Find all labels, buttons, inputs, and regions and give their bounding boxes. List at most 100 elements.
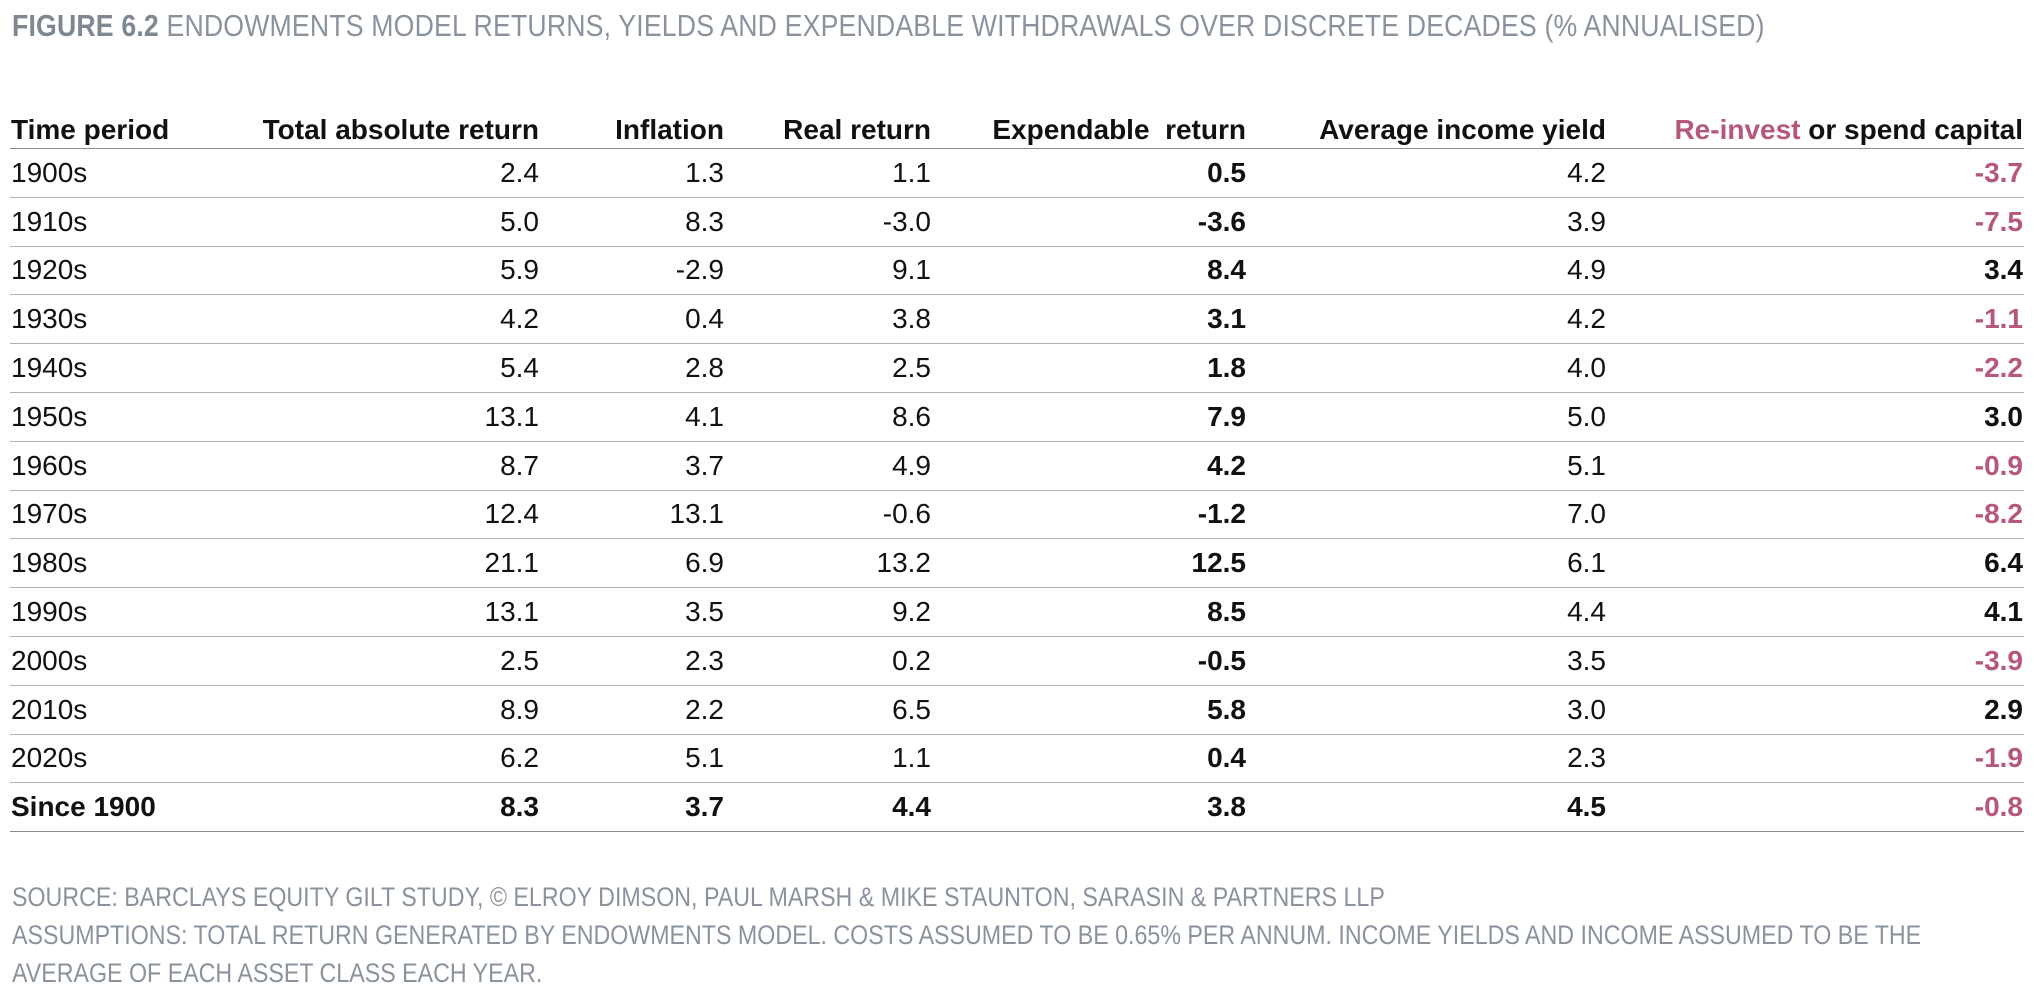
cell-real-return: 8.6 <box>725 392 932 442</box>
cell-average-income-yield: 3.5 <box>1247 636 1607 686</box>
cell-reinvest-or-spend: -3.7 <box>1607 148 2024 198</box>
cell-expendable-return: 8.4 <box>932 246 1247 296</box>
cell-total-absolute-return: 2.5 <box>165 636 540 686</box>
cell-expendable-return: -0.5 <box>932 636 1247 686</box>
cell-average-income-yield: 3.9 <box>1247 197 1607 247</box>
table-row: 2010s 8.9 2.2 6.5 5.8 3.0 2.9 <box>10 685 2024 735</box>
cell-average-income-yield: 5.1 <box>1247 441 1607 491</box>
cell-real-return: -0.6 <box>725 490 932 540</box>
header-average-income-yield: Average income yield <box>1247 104 1607 149</box>
total-row: Since 1900 8.3 3.7 4.4 3.8 4.5 -0.8 <box>10 782 2024 833</box>
cell-reinvest-or-spend: -0.8 <box>1607 782 2024 833</box>
cell-average-income-yield: 4.2 <box>1247 294 1607 345</box>
cell-average-income-yield: 6.1 <box>1247 538 1607 589</box>
cell-expendable-return: 3.1 <box>932 294 1247 345</box>
cell-average-income-yield: 2.3 <box>1247 734 1607 784</box>
cell-real-return: 1.1 <box>725 734 932 784</box>
cell-reinvest-or-spend: -8.2 <box>1607 490 2024 540</box>
header-real-return: Real return <box>725 104 932 149</box>
cell-time-period: 2000s <box>10 636 165 686</box>
cell-inflation: 2.3 <box>540 636 725 686</box>
cell-time-period: 1900s <box>10 148 165 198</box>
cell-total-absolute-return: 13.1 <box>165 587 540 637</box>
table-row: 1960s 8.7 3.7 4.9 4.2 5.1 -0.9 <box>10 441 2024 491</box>
cell-inflation: 2.8 <box>540 343 725 393</box>
cell-total-absolute-return: 5.0 <box>165 197 540 247</box>
cell-inflation: 3.7 <box>540 782 725 833</box>
header-time-period: Time period <box>10 104 169 149</box>
cell-expendable-return: 5.8 <box>932 685 1247 735</box>
cell-real-return: 6.5 <box>725 685 932 735</box>
cell-time-period: 2020s <box>10 734 165 784</box>
cell-reinvest-or-spend: -1.1 <box>1607 294 2024 345</box>
cell-reinvest-or-spend: 4.1 <box>1607 587 2024 637</box>
cell-reinvest-or-spend: 3.0 <box>1607 392 2024 442</box>
cell-average-income-yield: 4.0 <box>1247 343 1607 393</box>
table-row: 2000s 2.5 2.3 0.2 -0.5 3.5 -3.9 <box>10 636 2024 686</box>
cell-total-absolute-return: 6.2 <box>165 734 540 784</box>
table-body: 1900s 2.4 1.3 1.1 0.5 4.2 -3.7 1910s 5.0 8.3 -3.0-… <box>10 148 2024 833</box>
cell-average-income-yield: 3.0 <box>1247 685 1607 735</box>
cell-reinvest-or-spend: -7.5 <box>1607 197 2024 247</box>
assumptions-note-line-2: AVERAGE OF EACH ASSET CLASS EACH YEAR. <box>12 958 543 988</box>
cell-expendable-return: 3.8 <box>932 782 1247 833</box>
cell-reinvest-or-spend: 6.4 <box>1607 538 2024 589</box>
header-total-absolute-return: Total absolute return <box>165 104 540 149</box>
cell-average-income-yield: 5.0 <box>1247 392 1607 442</box>
cell-expendable-return: 0.5 <box>932 148 1247 198</box>
cell-real-return: 1.1 <box>725 148 932 198</box>
header-reinvest-accent: Re-invest <box>1674 114 1801 145</box>
cell-inflation: 3.7 <box>540 441 725 491</box>
cell-real-return: 13.2 <box>725 538 932 589</box>
figure-title: FIGURE 6.2 ENDOWMENTS MODEL RETURNS, YIE… <box>12 8 1765 44</box>
cell-real-return: 4.9 <box>725 441 932 491</box>
header-row: Time period Total absolute return Inflat… <box>10 104 2024 149</box>
cell-expendable-return: 12.5 <box>932 538 1247 589</box>
cell-real-return: 9.2 <box>725 587 932 637</box>
returns-table: Time period Total absolute return Inflat… <box>10 104 2024 833</box>
cell-time-period: 1910s <box>10 197 165 247</box>
table-row: 1940s 5.4 2.8 2.5 1.8 4.0 -2.2 <box>10 343 2024 393</box>
cell-expendable-return: 7.9 <box>932 392 1247 442</box>
cell-time-period: 2010s <box>10 685 165 735</box>
cell-inflation: 2.2 <box>540 685 725 735</box>
cell-time-period: 1930s <box>10 294 165 345</box>
cell-time-period: 1980s <box>10 538 165 589</box>
cell-real-return: 3.8 <box>725 294 932 345</box>
cell-average-income-yield: 4.2 <box>1247 148 1607 198</box>
header-expendable-return: Expendable return <box>932 104 1247 149</box>
cell-reinvest-or-spend: 2.9 <box>1607 685 2024 735</box>
cell-average-income-yield: 4.5 <box>1247 782 1607 833</box>
cell-total-absolute-return: 8.3 <box>165 782 540 833</box>
cell-time-period: 1950s <box>10 392 165 442</box>
table-row: 1970s 12.4 13.1 -0.6 -1.2 7.0 -8.2 <box>10 490 2024 540</box>
cell-time-period: 1920s <box>10 246 165 296</box>
cell-average-income-yield: 4.4 <box>1247 587 1607 637</box>
cell-inflation: 4.1 <box>540 392 725 442</box>
table-row: 1980s 21.1 6.9 13.2 12.5 6.1 6.4 <box>10 538 2024 589</box>
cell-time-period: Since 1900 <box>10 782 165 833</box>
cell-real-return: 2.5 <box>725 343 932 393</box>
table-row: 1930s 4.2 0.4 3.8 3.1 4.2 -1.1 <box>10 294 2024 345</box>
cell-total-absolute-return: 13.1 <box>165 392 540 442</box>
cell-reinvest-or-spend: -3.9 <box>1607 636 2024 686</box>
cell-time-period: 1960s <box>10 441 165 491</box>
cell-inflation: -2.9 <box>540 246 725 296</box>
table-row: 1990s 13.1 3.5 9.2 8.5 4.4 4.1 <box>10 587 2024 637</box>
cell-inflation: 13.1 <box>540 490 725 540</box>
cell-real-return: 4.4 <box>725 782 932 833</box>
cell-inflation: 0.4 <box>540 294 725 345</box>
cell-inflation: 1.3 <box>540 148 725 198</box>
cell-real-return: 9.1 <box>725 246 932 296</box>
cell-reinvest-or-spend: -0.9 <box>1607 441 2024 491</box>
notes: SOURCE: BARCLAYS EQUITY GILT STUDY, © EL… <box>12 878 1973 992</box>
cell-expendable-return: 4.2 <box>932 441 1247 491</box>
table-row: 1900s 2.4 1.3 1.1 0.5 4.2 -3.7 <box>10 148 2024 198</box>
header-reinvest-or-spend: Re-invest or spend capital <box>1607 104 2024 149</box>
cell-total-absolute-return: 5.9 <box>165 246 540 296</box>
cell-inflation: 8.3 <box>540 197 725 247</box>
assumptions-note-line-1: ASSUMPTIONS: TOTAL RETURN GENERATED BY E… <box>12 920 1922 950</box>
cell-average-income-yield: 7.0 <box>1247 490 1607 540</box>
header-inflation: Inflation <box>540 104 725 149</box>
source-note: SOURCE: BARCLAYS EQUITY GILT STUDY, © EL… <box>12 882 1385 912</box>
